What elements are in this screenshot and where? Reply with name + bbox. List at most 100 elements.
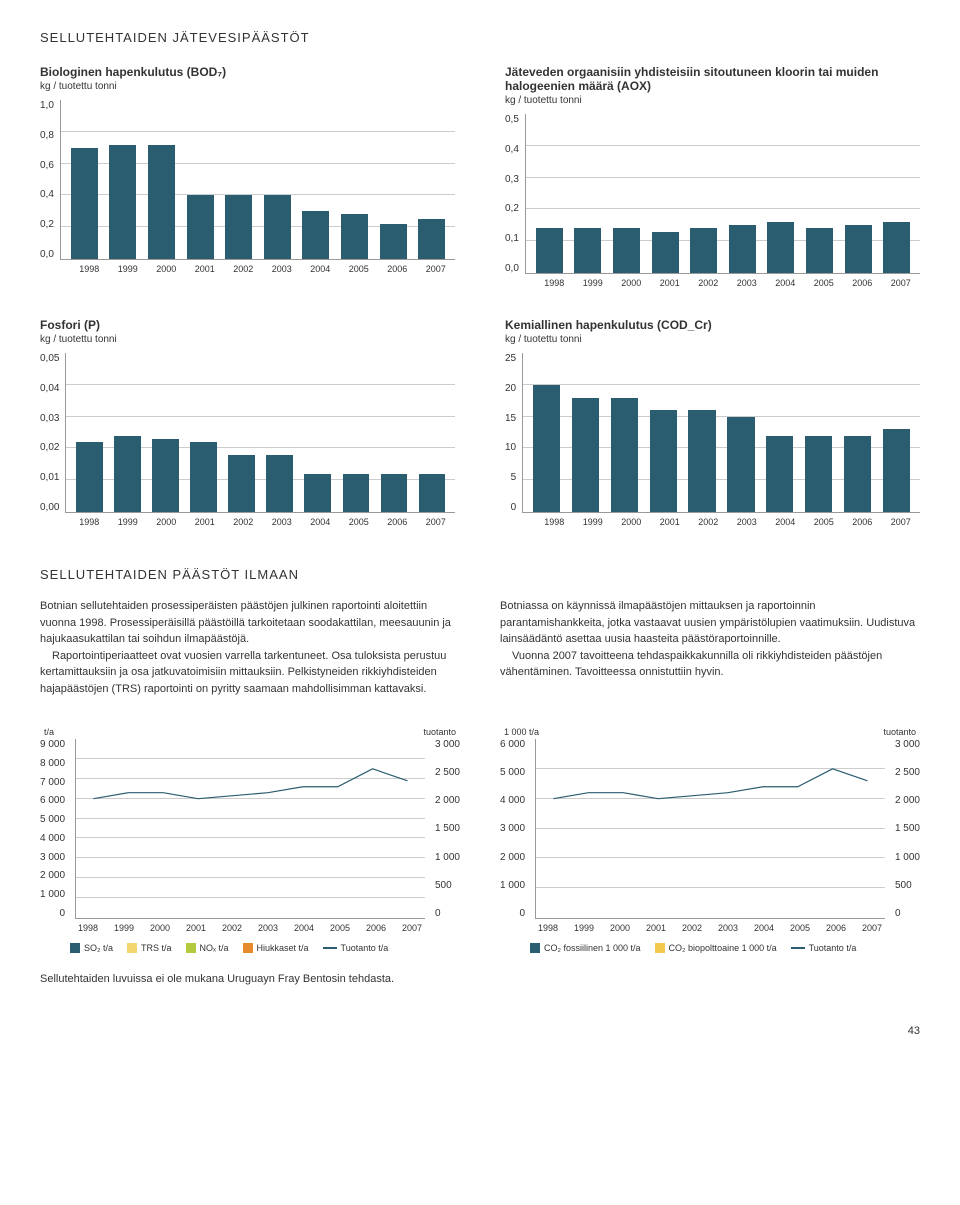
x-tick: 1998 <box>535 517 574 527</box>
x-tick: 1998 <box>70 264 109 274</box>
y-tick: 0,2 <box>505 203 519 214</box>
para: Vuonna 2007 tavoitteena tehdaspaikkakunn… <box>500 648 920 681</box>
x-tick: 2002 <box>674 923 710 933</box>
chart-title: Biologinen hapenkulutus (BOD₇) <box>40 65 455 79</box>
bar <box>380 224 407 259</box>
y-tick: 5 000 <box>500 767 525 778</box>
bar <box>652 232 679 273</box>
y-tick: 0,00 <box>40 502 59 513</box>
y-tick: 1 000 <box>500 880 525 891</box>
x-tick: 2003 <box>263 264 302 274</box>
y-tick: 1,0 <box>40 100 54 111</box>
y-tick: 0,8 <box>40 130 54 141</box>
y-tick: 0,4 <box>40 189 54 200</box>
para: Raportointiperiaatteet ovat vuosien varr… <box>40 648 460 698</box>
x-tick: 2002 <box>214 923 250 933</box>
bar <box>225 195 252 259</box>
legend-swatch <box>70 943 80 953</box>
chart-grid: Biologinen hapenkulutus (BOD₇) kg / tuote… <box>40 65 920 527</box>
page-title: SELLUTEHTAIDEN JÄTEVESIPÄÄSTÖT <box>40 30 920 45</box>
legend-swatch <box>127 943 137 953</box>
y-tick: 500 <box>435 880 460 891</box>
y-tick: 7 000 <box>40 777 65 788</box>
plot-area <box>75 739 425 919</box>
x-tick: 2006 <box>378 517 417 527</box>
y-tick: 2 500 <box>895 767 920 778</box>
bar <box>533 385 560 512</box>
x-tick: 2004 <box>286 923 322 933</box>
y-tick: 0,03 <box>40 413 59 424</box>
x-tick: 2003 <box>728 278 767 288</box>
y-tick: 0 <box>435 908 460 919</box>
y-tick: 3 000 <box>40 852 65 863</box>
x-tick: 2001 <box>186 517 225 527</box>
chart-cod: Kemiallinen hapenkulutus (COD_Cr)kg / tu… <box>505 318 920 527</box>
axis-label-right: tuotanto <box>883 727 920 737</box>
x-tick: 2000 <box>612 517 651 527</box>
bar <box>381 474 408 512</box>
y-axis-right: 3 0002 5002 0001 5001 0005000 <box>429 739 460 919</box>
y-tick: 0,4 <box>505 144 519 155</box>
y-tick: 0,0 <box>505 263 519 274</box>
y-tick: 4 000 <box>40 833 65 844</box>
x-axis: 1998199920002001200220032004200520062007 <box>500 923 920 933</box>
y-tick: 15 <box>505 413 516 424</box>
x-tick: 1998 <box>70 517 109 527</box>
y-tick: 3 000 <box>895 739 920 750</box>
x-tick: 2007 <box>882 517 921 527</box>
bar <box>688 410 715 512</box>
y-axis: 0,050,040,030,020,010,00 <box>40 353 65 513</box>
legend: CO₂ fossiilinen 1 000 t/a CO₂ biopolttoai… <box>500 943 920 953</box>
plot-area <box>522 353 920 513</box>
bar <box>727 417 754 512</box>
legend-label: CO₂ biopolttoaine 1 000 t/a <box>669 943 777 953</box>
y-tick: 0,1 <box>505 233 519 244</box>
chart-subtitle: kg / tuotettu tonni <box>40 334 455 345</box>
chart-title: Fosfori (P) <box>40 318 455 332</box>
bar <box>114 436 141 512</box>
y-axis-right: 3 0002 5002 0001 5001 0005000 <box>889 739 920 919</box>
x-tick: 2005 <box>805 278 844 288</box>
x-tick: 2000 <box>147 264 186 274</box>
y-tick: 0 <box>519 908 525 919</box>
x-tick: 2002 <box>689 517 728 527</box>
x-tick: 2006 <box>843 278 882 288</box>
chart-aox: Jäteveden orgaanisiin yhdisteisiin sitou… <box>505 65 920 288</box>
y-tick: 4 000 <box>500 795 525 806</box>
chart-title: Jäteveden orgaanisiin yhdisteisiin sitou… <box>505 65 920 93</box>
bar <box>418 219 445 259</box>
bar <box>650 410 677 512</box>
x-tick: 1999 <box>106 923 142 933</box>
y-axis: 0,50,40,30,20,10,0 <box>505 114 525 274</box>
legend-item: NOₓ t/a <box>186 943 229 953</box>
legend-item: Tuotanto t/a <box>323 943 389 953</box>
x-tick: 1999 <box>574 517 613 527</box>
x-tick: 2006 <box>843 517 882 527</box>
x-tick: 1998 <box>535 278 574 288</box>
x-tick: 1999 <box>109 517 148 527</box>
x-tick: 2003 <box>250 923 286 933</box>
chart-subtitle: kg / tuotettu tonni <box>505 334 920 345</box>
x-tick: 2006 <box>818 923 854 933</box>
x-tick: 2001 <box>178 923 214 933</box>
y-axis: 1,00,80,60,40,20,0 <box>40 100 60 260</box>
stacked-grid: t/atuotanto9 0008 0007 0006 0005 0004 00… <box>40 727 920 953</box>
x-tick: 2002 <box>689 278 728 288</box>
bar <box>572 398 599 512</box>
x-tick: 2007 <box>854 923 890 933</box>
chart-bod: Biologinen hapenkulutus (BOD₇)kg / tuote… <box>40 65 455 288</box>
x-tick: 1998 <box>70 923 106 933</box>
y-axis-left: 9 0008 0007 0006 0005 0004 0003 0002 000… <box>40 739 71 919</box>
legend-item: CO₂ fossiilinen 1 000 t/a <box>530 943 641 953</box>
bar <box>264 195 291 259</box>
x-tick: 2004 <box>766 517 805 527</box>
y-tick: 1 000 <box>895 852 920 863</box>
bar <box>302 211 329 259</box>
legend-item: Tuotanto t/a <box>791 943 857 953</box>
x-tick: 2007 <box>882 278 921 288</box>
stacked-chart-2: 1 000 t/atuotanto6 0005 0004 0003 0002 0… <box>500 727 920 953</box>
x-tick: 2004 <box>766 278 805 288</box>
x-tick: 2002 <box>224 264 263 274</box>
legend-item: TRS t/a <box>127 943 172 953</box>
x-tick: 2005 <box>322 923 358 933</box>
